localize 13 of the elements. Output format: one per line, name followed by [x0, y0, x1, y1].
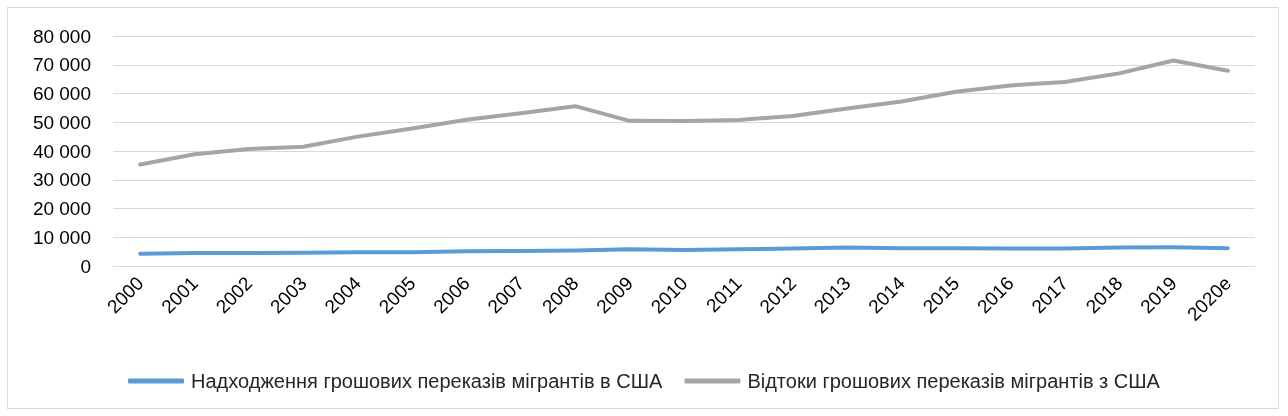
y-tick-label: 0 — [80, 255, 91, 277]
y-tick-label: 80 000 — [32, 25, 91, 47]
y-tick-label: 10 000 — [32, 226, 91, 248]
y-tick-label: 30 000 — [32, 169, 91, 191]
line-series — [138, 245, 1230, 256]
y-tick-label: 70 000 — [32, 54, 91, 76]
legend-label: Надходження грошових переказів мігрантів в США — [191, 370, 664, 392]
line-series — [138, 58, 1230, 167]
y-tick-label: 20 000 — [32, 198, 91, 219]
y-tick-label: 40 000 — [32, 140, 91, 162]
y-tick-label: 60 000 — [32, 83, 91, 104]
legend-label: Відтоки грошових переказів мігрантів з США — [747, 370, 1161, 392]
y-tick-label: 50 000 — [32, 111, 91, 133]
